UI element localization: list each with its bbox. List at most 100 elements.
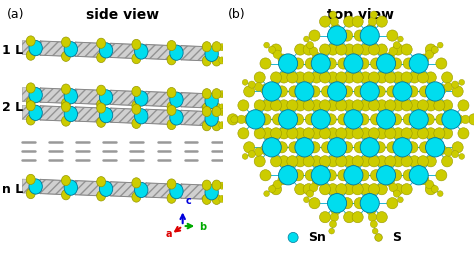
Circle shape [434,128,445,139]
Circle shape [219,122,225,129]
Circle shape [452,142,463,153]
Circle shape [212,194,221,204]
Circle shape [254,100,265,111]
Circle shape [212,103,221,113]
Circle shape [409,54,428,73]
Circle shape [222,103,228,110]
Circle shape [391,58,401,69]
Circle shape [271,72,282,83]
Circle shape [418,128,428,139]
Circle shape [376,100,387,111]
Circle shape [401,184,412,195]
Circle shape [360,138,379,157]
Circle shape [273,50,282,59]
Circle shape [360,44,371,55]
Circle shape [370,220,377,228]
Circle shape [366,205,376,215]
Circle shape [344,110,363,129]
Circle shape [268,185,275,193]
Circle shape [248,81,255,88]
Circle shape [237,115,246,124]
Circle shape [231,116,238,123]
Circle shape [222,195,228,202]
Circle shape [97,191,106,201]
Circle shape [202,89,211,99]
Circle shape [437,145,447,154]
Circle shape [260,145,270,154]
Circle shape [425,44,436,55]
Circle shape [387,30,398,41]
Circle shape [260,84,270,94]
Circle shape [442,110,461,129]
Circle shape [100,107,113,123]
Circle shape [409,72,420,83]
Circle shape [393,190,401,197]
Polygon shape [22,179,216,199]
Circle shape [219,195,225,202]
Circle shape [219,182,225,189]
Circle shape [100,90,113,105]
Circle shape [100,181,113,196]
Circle shape [344,72,355,83]
Circle shape [135,109,148,124]
Circle shape [246,110,265,129]
Circle shape [329,220,337,228]
Circle shape [418,156,428,167]
Text: n L: n L [2,183,24,196]
Circle shape [305,170,316,181]
Circle shape [311,100,322,111]
Circle shape [62,176,71,186]
Circle shape [62,98,71,108]
Circle shape [309,198,320,209]
Circle shape [288,232,298,243]
Text: 1 L: 1 L [2,44,23,57]
Circle shape [409,166,428,185]
Circle shape [321,86,333,97]
Circle shape [392,156,404,167]
Circle shape [407,142,418,153]
Circle shape [385,156,396,167]
Circle shape [458,128,469,139]
Circle shape [327,128,338,139]
Circle shape [426,82,445,101]
Circle shape [431,46,438,53]
Circle shape [303,72,314,83]
Circle shape [442,100,453,111]
Circle shape [132,192,141,202]
Circle shape [303,156,314,167]
Circle shape [167,105,176,115]
Text: (a): (a) [7,8,24,21]
Circle shape [387,142,398,153]
Circle shape [418,100,428,111]
Circle shape [329,228,335,234]
Circle shape [222,56,228,64]
Circle shape [219,44,225,51]
Circle shape [425,156,436,167]
Circle shape [26,188,35,199]
Circle shape [331,24,341,34]
Circle shape [360,26,379,45]
Text: 2 L: 2 L [2,101,23,115]
Circle shape [330,213,338,221]
Circle shape [403,170,414,181]
Circle shape [392,72,404,83]
Circle shape [392,128,404,139]
Circle shape [438,42,443,48]
Circle shape [409,128,420,139]
Circle shape [325,114,337,125]
Text: a: a [165,229,172,239]
Circle shape [385,53,394,62]
Circle shape [325,170,337,181]
Polygon shape [22,41,216,61]
Circle shape [132,54,141,64]
Circle shape [344,44,355,55]
Circle shape [97,85,106,95]
Circle shape [344,54,363,73]
Circle shape [336,44,347,55]
Circle shape [342,86,353,97]
Circle shape [62,37,71,47]
Circle shape [307,42,314,49]
Circle shape [330,17,338,26]
Circle shape [419,175,429,185]
Circle shape [387,198,398,209]
